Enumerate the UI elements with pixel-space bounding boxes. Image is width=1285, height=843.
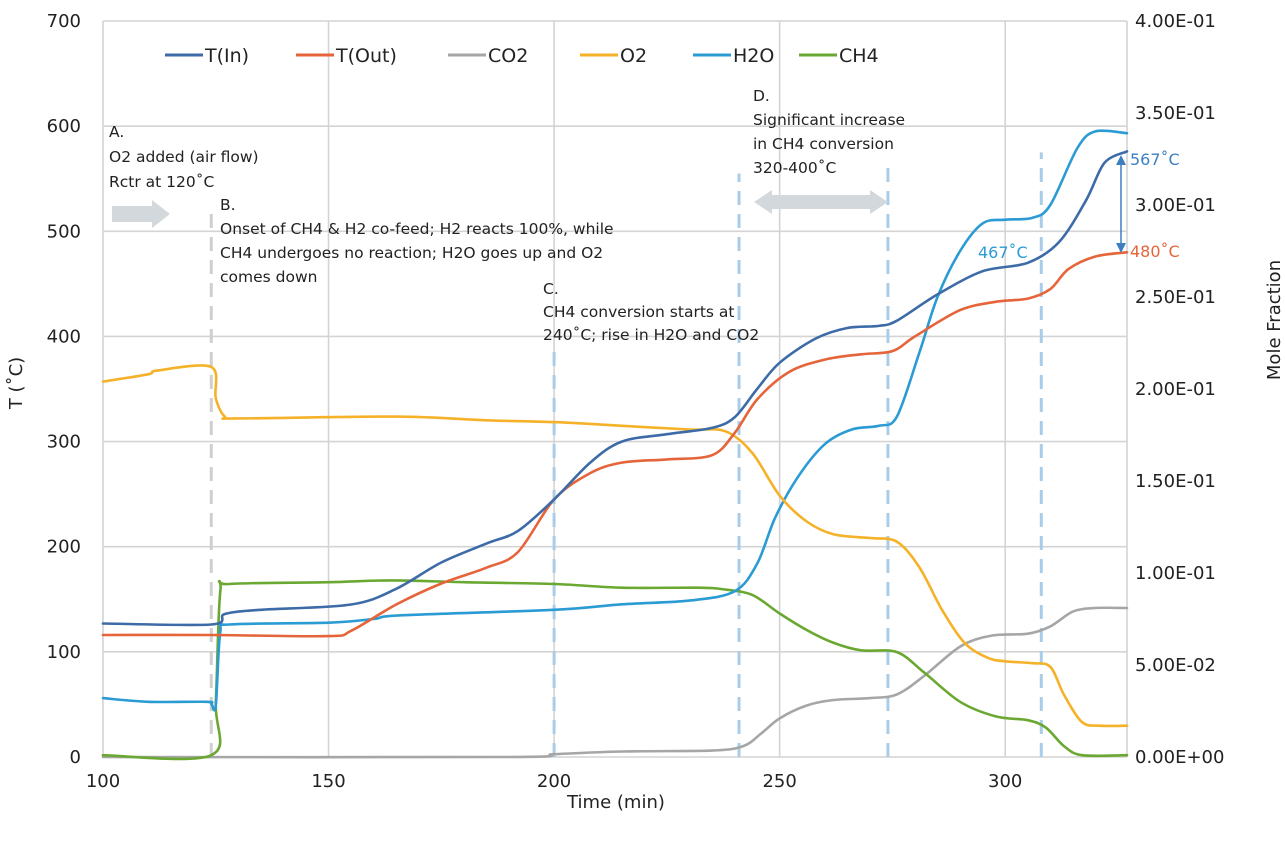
y2-tick-label: 3.50E-01 [1135,103,1216,124]
arrow-up-icon [1116,155,1126,165]
y-tick-label: 700 [47,11,81,32]
annotation-a-line: A. [109,123,124,141]
y2-tick-label: 4.00E-01 [1135,11,1216,32]
y2-tick-label: 2.50E-01 [1135,287,1216,308]
series-line-co2 [101,606,1129,759]
x-tick-label: 300 [988,771,1022,792]
arrow-down-icon [1116,243,1126,253]
y2-tick-label: 1.00E-01 [1135,563,1216,584]
y-tick-label: 600 [47,116,81,137]
x-tick-label: 150 [311,771,345,792]
annotation-c: C. CH4 conversion starts at 240˚C; rise … [543,280,759,344]
y2-tick-label: 2.00E-01 [1135,379,1216,400]
annotation-d: D. Significant increase in CH4 conversio… [753,87,905,177]
series-line-ch4 [101,579,1129,761]
annotation-c-line: CH4 conversion starts at [543,303,734,321]
annotation-b: B. Onset of CH4 & H2 co-feed; H2 reacts … [220,196,614,286]
legend-label-co2: CO2 [488,45,528,67]
arrow-right-icon [112,200,170,228]
y-axis-title: T (˚C) [6,357,27,410]
annotation-c-line: 240˚C; rise in H2O and CO2 [543,326,759,344]
annotation-d-line: in CH4 conversion [753,135,894,153]
annotation-b-line: Onset of CH4 & H2 co-feed; H2 reacts 100… [220,220,614,238]
series-line-h2o [101,129,1129,712]
y-tick-label: 100 [47,642,81,663]
y-tick-label: 500 [47,221,81,242]
grid-layer [102,20,1128,758]
annotation-a: A. O2 added (air flow) Rctr at 120˚C [109,123,259,191]
y2-tick-label: 1.50E-01 [1135,471,1216,492]
series-line-t-in [101,150,1129,627]
y2-tick-label: 5.00E-02 [1135,655,1216,676]
legend-label-h2o: H2O [733,45,774,67]
annotation-c-line: C. [543,280,559,298]
legend-label-tout: T(Out) [335,45,397,67]
series-layer [101,129,1129,761]
annotation-a-line: O2 added (air flow) [109,148,259,166]
y2-axis-title: Mole Fraction [1264,260,1285,380]
annotation-b-line: B. [220,196,236,214]
annotation-d-line: D. [753,87,770,105]
y2-tick-label: 0.00E+00 [1135,747,1224,768]
annotation-arrows [112,155,1126,253]
series-line-t-out [101,251,1129,638]
y-tick-label: 400 [47,326,81,347]
annotation-d-line: Significant increase [753,111,905,129]
vertical-markers [209,152,1043,757]
legend: T(In) T(Out) CO2 O2 H2O CH4 [165,45,879,67]
annotation-b-line: CH4 undergoes no reaction; H2O goes up a… [220,244,603,262]
temperature-label-480: 480˚C [1130,242,1180,261]
x-tick-label: 100 [86,771,120,792]
annotation-b-line: comes down [220,268,317,286]
y2-tick-label: 3.00E-01 [1135,195,1216,216]
x-tick-label: 250 [762,771,796,792]
double-arrow-icon [754,190,888,214]
legend-label-o2: O2 [620,45,647,67]
y-tick-label: 300 [47,432,81,453]
x-tick-label: 200 [537,771,571,792]
legend-label-tin: T(In) [204,45,249,67]
annotation-a-line: Rctr at 120˚C [109,173,214,191]
temperature-label-467: 467˚C [978,243,1028,262]
x-axis-title: Time (min) [566,792,665,813]
series-line-o2 [101,364,1129,728]
temperature-label-567: 567˚C [1130,150,1180,169]
annotation-d-line: 320-400˚C [753,159,836,177]
y-tick-label: 200 [47,537,81,558]
y-tick-label: 0 [70,747,81,768]
legend-label-ch4: CH4 [839,45,879,67]
